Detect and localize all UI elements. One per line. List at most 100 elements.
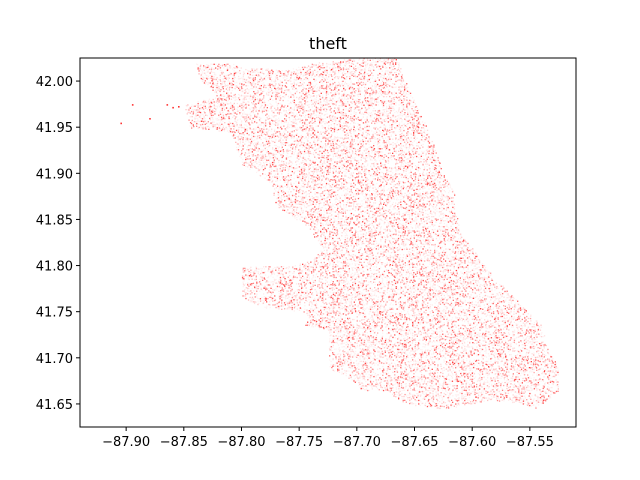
data-point [283, 163, 285, 165]
data-point [260, 135, 262, 137]
data-point [293, 95, 295, 98]
data-point [313, 162, 315, 164]
data-point [242, 143, 244, 146]
data-point [352, 157, 354, 159]
data-point [289, 112, 291, 114]
data-point [336, 152, 338, 154]
data-point [337, 161, 339, 163]
data-point [353, 83, 355, 85]
data-point [234, 72, 236, 75]
data-point [380, 94, 383, 96]
data-point [307, 71, 309, 74]
data-point [284, 96, 286, 99]
data-point [265, 69, 267, 71]
data-point [325, 140, 327, 142]
data-point [224, 118, 226, 120]
data-point [252, 110, 254, 112]
data-point [400, 90, 402, 93]
data-point [309, 73, 311, 75]
data-point [376, 98, 378, 100]
data-point [275, 73, 277, 75]
data-point [411, 108, 413, 110]
data-point [246, 128, 248, 130]
data-point [244, 137, 247, 139]
data-point [360, 81, 363, 83]
data-point [398, 128, 401, 131]
data-point [389, 143, 391, 145]
data-point [343, 77, 346, 80]
data-point [315, 170, 317, 172]
data-point [348, 66, 351, 69]
data-point [305, 95, 307, 97]
data-point [233, 74, 235, 76]
data-point [398, 138, 400, 141]
data-point [296, 116, 298, 118]
data-point [343, 158, 346, 161]
data-point [387, 100, 390, 102]
data-point [320, 120, 322, 123]
data-point [231, 104, 234, 107]
data-point [257, 87, 260, 90]
data-point [227, 83, 229, 85]
data-point [335, 143, 337, 145]
data-point [233, 87, 236, 90]
data-point [312, 166, 314, 168]
data-point [239, 118, 241, 120]
data-point [394, 117, 396, 119]
data-point [240, 94, 243, 96]
data-point [367, 151, 369, 153]
data-point [212, 110, 214, 112]
data-point [271, 136, 274, 138]
data-point [278, 119, 280, 121]
data-point [295, 122, 297, 125]
data-point [358, 133, 361, 135]
data-point [195, 121, 197, 123]
data-point [349, 148, 351, 150]
data-point [322, 76, 324, 78]
data-point [213, 105, 216, 108]
data-point [299, 101, 301, 103]
data-point [329, 105, 331, 108]
data-point [257, 168, 259, 170]
data-point [189, 106, 191, 108]
data-point [433, 168, 436, 171]
data-point [205, 128, 207, 130]
data-point [294, 167, 296, 170]
data-point [344, 78, 346, 80]
data-point [261, 130, 264, 132]
data-point [190, 120, 193, 122]
data-point [267, 135, 270, 137]
data-point [353, 75, 355, 77]
data-point [296, 157, 298, 159]
data-point [303, 150, 306, 153]
data-point [293, 83, 296, 85]
data-point [268, 74, 271, 77]
data-point [209, 104, 212, 106]
data-point [387, 121, 389, 123]
data-point [210, 63, 212, 65]
data-point [248, 113, 250, 116]
data-point [238, 78, 240, 81]
data-point [302, 84, 304, 86]
data-point [392, 68, 394, 71]
data-point [260, 159, 262, 161]
data-point [231, 130, 233, 132]
data-point [398, 144, 400, 146]
data-point [406, 83, 408, 85]
data-point [253, 145, 256, 147]
data-point [357, 84, 359, 86]
data-point [313, 110, 316, 112]
data-point [272, 164, 274, 166]
data-point [351, 116, 354, 118]
data-point [254, 132, 256, 134]
data-point [333, 131, 336, 133]
data-point [312, 113, 314, 115]
data-point [268, 155, 270, 157]
data-point [391, 126, 393, 128]
data-point [188, 111, 190, 114]
data-point [267, 73, 269, 75]
data-point [383, 87, 385, 89]
data-point [232, 80, 234, 82]
data-point [282, 164, 284, 166]
data-point [280, 143, 282, 145]
